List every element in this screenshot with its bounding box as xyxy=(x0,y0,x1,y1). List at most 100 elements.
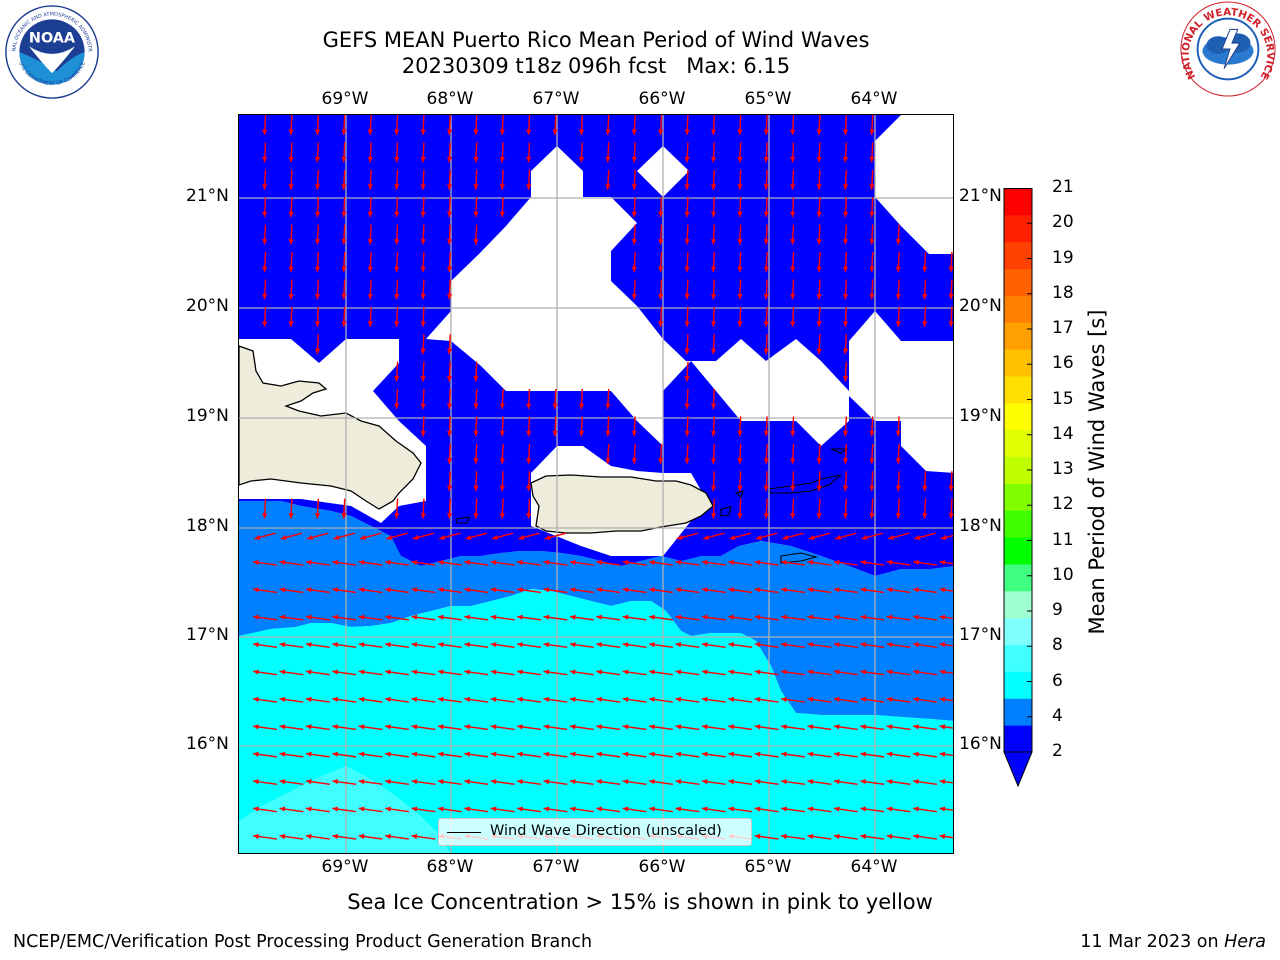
wave-direction-arrowhead xyxy=(578,430,585,437)
colorbar-tick-label: 4 xyxy=(1052,705,1063,726)
wave-direction-arrowhead xyxy=(913,614,919,620)
wave-direction-arrowhead xyxy=(763,266,769,272)
wave-direction-arrowhead xyxy=(543,696,550,703)
wave-direction-arrowhead xyxy=(737,321,743,327)
wave-direction-arrowhead xyxy=(658,211,664,218)
wave-direction-arrowhead xyxy=(701,642,708,648)
wave-direction-arrowhead xyxy=(543,559,550,566)
wave-direction-arrowhead xyxy=(254,534,261,540)
wave-direction-arrowhead xyxy=(437,779,444,785)
wave-direction-arrowhead xyxy=(886,779,893,785)
lat-label-left: 18°N xyxy=(186,516,229,536)
wave-direction-arrowhead xyxy=(490,559,497,566)
lon-label-bottom: 68°W xyxy=(426,857,474,877)
wave-direction-arrowhead xyxy=(939,587,946,593)
wave-direction-arrowhead xyxy=(279,669,286,675)
wave-direction-arrowhead xyxy=(473,239,479,245)
wave-direction-arrowhead xyxy=(684,348,690,355)
wave-direction-arrowhead xyxy=(948,321,953,327)
wave-direction-arrowhead xyxy=(842,293,849,300)
wave-direction-arrowhead xyxy=(385,559,391,566)
wave-direction-arrowhead xyxy=(253,642,259,648)
wave-direction-arrowhead xyxy=(420,211,426,218)
wave-direction-arrowhead xyxy=(464,751,471,757)
wave-direction-arrowhead xyxy=(658,239,664,245)
wave-direction-arrowhead xyxy=(279,642,286,648)
wave-direction-arrowhead xyxy=(499,430,505,437)
wave-direction-arrowhead xyxy=(332,696,339,703)
wave-direction-arrowhead xyxy=(437,642,444,648)
wave-direction-arrowhead xyxy=(314,293,321,300)
colorbar-tick-label: 10 xyxy=(1052,564,1074,585)
wave-direction-arrowhead xyxy=(913,696,919,703)
wave-direction-arrowhead xyxy=(394,156,400,163)
wave-direction-arrowhead xyxy=(543,779,550,785)
wave-direction-arrowhead xyxy=(860,696,867,703)
wave-direction-arrowhead xyxy=(842,348,849,355)
lon-label-bottom: 65°W xyxy=(744,857,792,877)
wave-direction-arrowhead xyxy=(411,779,418,785)
lat-label-left: 17°N xyxy=(186,625,229,645)
wave-direction-arrowhead xyxy=(948,485,953,492)
lat-label-right: 19°N xyxy=(959,406,1002,426)
wave-direction-arrowhead xyxy=(842,376,849,382)
wave-direction-arrowhead xyxy=(499,403,505,409)
wave-direction-arrowhead xyxy=(887,534,894,540)
wave-direction-arrowhead xyxy=(861,534,868,540)
wave-direction-arrowhead xyxy=(658,129,664,135)
colorbar-segment xyxy=(1004,214,1032,243)
wave-direction-arrowhead xyxy=(517,751,523,757)
footer-host: Hera xyxy=(1224,932,1266,952)
wave-direction-arrowhead xyxy=(332,669,339,675)
wave-direction-arrowhead xyxy=(367,156,373,163)
wave-direction-arrowhead xyxy=(253,751,259,757)
wave-direction-arrowhead xyxy=(737,485,743,492)
wave-direction-arrowhead xyxy=(279,559,286,566)
wave-direction-arrowhead xyxy=(842,211,849,218)
wave-direction-arrowhead xyxy=(649,669,655,675)
wave-direction-arrowhead xyxy=(631,458,637,464)
wave-direction-arrowhead xyxy=(869,129,875,135)
wave-direction-arrowhead xyxy=(305,559,312,566)
wave-direction-arrowhead xyxy=(649,751,655,757)
wave-direction-arrowhead xyxy=(517,696,523,703)
wave-direction-arrowhead xyxy=(394,211,400,218)
wave-direction-arrowhead xyxy=(490,724,497,730)
wave-direction-arrowhead xyxy=(869,485,875,492)
colorbar-tick-label: 21 xyxy=(1052,177,1074,197)
wave-direction-arrowhead xyxy=(262,239,268,245)
wave-direction-arrowhead xyxy=(411,751,418,757)
wave-direction-arrowhead xyxy=(358,724,365,730)
wave-direction-arrowhead xyxy=(605,458,611,464)
wave-direction-arrowhead xyxy=(464,806,471,812)
wave-direction-arrowhead xyxy=(701,587,708,593)
wave-direction-arrowhead xyxy=(763,485,769,492)
wave-direction-arrowhead xyxy=(517,669,523,675)
wave-direction-arrowhead xyxy=(262,293,268,300)
wave-direction-arrowhead xyxy=(262,129,268,135)
wave-direction-arrowhead xyxy=(596,559,603,566)
wave-direction-arrowhead xyxy=(305,614,312,620)
wave-direction-arrowhead xyxy=(411,559,418,566)
wave-direction-arrowhead xyxy=(807,724,814,730)
wave-direction-arrowhead xyxy=(895,485,901,492)
lon-label-bottom: 64°W xyxy=(850,857,898,877)
wave-direction-arrowhead xyxy=(684,156,690,163)
wave-direction-arrowhead xyxy=(833,751,840,757)
wave-direction-arrowhead xyxy=(385,806,391,812)
wave-direction-arrowhead xyxy=(332,614,339,620)
wave-direction-arrowhead xyxy=(341,239,347,245)
wave-direction-arrowhead xyxy=(895,513,901,519)
wave-direction-arrowhead xyxy=(790,430,796,437)
wave-direction-arrowhead xyxy=(701,779,708,785)
wave-direction-arrowhead xyxy=(701,724,708,730)
wave-direction-arrowhead xyxy=(808,534,815,540)
wave-direction-arrowhead xyxy=(596,806,603,812)
wave-direction-arrowhead xyxy=(816,485,822,492)
wave-direction-arrowhead xyxy=(649,779,655,785)
wave-direction-arrowhead xyxy=(763,129,769,135)
wave-direction-arrowhead xyxy=(385,614,391,620)
wave-direction-arrowhead xyxy=(913,779,919,785)
wave-direction-arrowhead xyxy=(543,751,550,757)
wave-direction-arrowhead xyxy=(279,696,286,703)
